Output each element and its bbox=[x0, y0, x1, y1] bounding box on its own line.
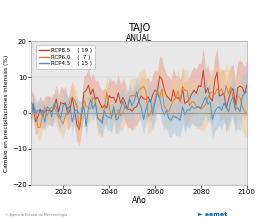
Y-axis label: Cambio en precipitaciones intensas (%): Cambio en precipitaciones intensas (%) bbox=[4, 54, 9, 172]
Text: ► aemet: ► aemet bbox=[198, 212, 227, 217]
Text: © Agencia Estatal de Meteorología: © Agencia Estatal de Meteorología bbox=[5, 213, 67, 217]
Text: TAJO: TAJO bbox=[128, 23, 150, 33]
X-axis label: Año: Año bbox=[132, 196, 146, 205]
Text: ANUAL: ANUAL bbox=[126, 34, 152, 43]
Legend: RCP8.5    ( 19 ), RCP6.0    (  7 ), RCP4.5    ( 15 ): RCP8.5 ( 19 ), RCP6.0 ( 7 ), RCP4.5 ( 15… bbox=[36, 46, 95, 69]
